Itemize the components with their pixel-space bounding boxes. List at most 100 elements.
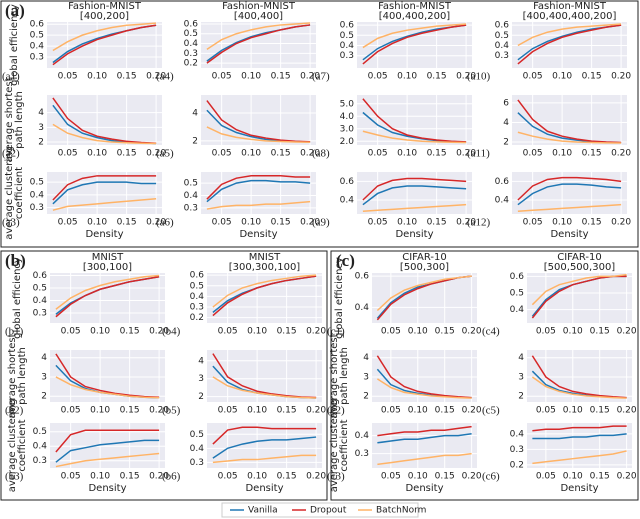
- x-tick-label: 0.05: [61, 406, 81, 416]
- panel-label: (c2): [327, 405, 345, 417]
- x-tick-label: 0.20: [456, 218, 476, 228]
- series-line: [212, 275, 317, 317]
- section-label: (c): [336, 251, 355, 270]
- series-line: [212, 436, 317, 459]
- y-tick-label: 0.4: [190, 292, 205, 302]
- x-tick-label: 0.20: [456, 72, 476, 82]
- x-tick-label: 0.10: [241, 72, 261, 82]
- x-tick-label: 0.05: [218, 327, 238, 337]
- x-tick-label: 0.05: [536, 327, 556, 337]
- y-tick-label: 0.2: [190, 313, 204, 323]
- section-c-frame: [330, 250, 639, 501]
- series-line: [52, 24, 157, 66]
- panel-label: (a12): [467, 217, 491, 229]
- panel-label: (b2): [5, 405, 24, 417]
- section-label: (a): [5, 1, 25, 20]
- y-tick-label: 0.5: [495, 31, 509, 41]
- series-line: [52, 97, 157, 144]
- x-tick-label: 0.10: [90, 472, 110, 482]
- x-axis-label: Density: [85, 229, 123, 240]
- y-axis-label: coefficient: [339, 419, 350, 471]
- chart-subtitle: [500,300]: [400, 262, 449, 273]
- x-tick-label: 0.20: [462, 406, 482, 416]
- series-line: [362, 98, 467, 143]
- series-line: [362, 24, 467, 65]
- panel-label: (a2): [2, 148, 20, 160]
- y-tick-label: 0.4: [355, 431, 370, 441]
- series-line: [362, 130, 467, 144]
- series-line: [52, 123, 157, 145]
- y-tick-label: 3.0: [340, 124, 355, 134]
- panel-label: (b5): [162, 405, 181, 417]
- series-line: [362, 23, 467, 49]
- x-tick-label: 0.10: [552, 218, 572, 228]
- x-tick-label: 0.05: [61, 472, 81, 482]
- x-tick-label: 0.20: [456, 149, 476, 159]
- x-tick-label: 0.10: [247, 327, 267, 337]
- y-axis-label: coefficient: [17, 419, 28, 471]
- legend-label: Dropout: [310, 506, 347, 516]
- x-tick-label: 0.05: [536, 406, 556, 416]
- plot-area: [372, 273, 477, 323]
- y-tick-label: 0.4: [495, 41, 510, 51]
- x-tick-label: 0.10: [87, 149, 107, 159]
- panel-label: (c3): [327, 471, 345, 483]
- x-tick-label: 0.20: [149, 406, 169, 416]
- series-line: [517, 183, 622, 206]
- y-tick-label: 0.4: [30, 190, 45, 200]
- x-tick-label: 0.15: [271, 149, 291, 159]
- chart-title: CIFAR-10: [557, 252, 601, 263]
- y-tick-label: 0.4: [33, 442, 48, 452]
- x-tick-label: 0.15: [427, 72, 447, 82]
- x-tick-label: 0.20: [146, 149, 166, 159]
- series-line: [532, 450, 627, 465]
- panel-label: (a11): [467, 148, 490, 160]
- y-tick-label: 0.5: [33, 284, 47, 294]
- y-tick-label: 0.3: [190, 458, 204, 468]
- y-axis-label: path length: [17, 347, 28, 405]
- plot-area: [372, 423, 477, 468]
- x-tick-label: 0.10: [247, 406, 267, 416]
- y-tick-label: 0.2: [184, 59, 198, 69]
- y-tick-label: 0.6: [190, 271, 205, 281]
- series-line: [206, 100, 311, 143]
- series-line: [517, 176, 622, 201]
- y-tick-label: 0.3: [190, 303, 204, 313]
- y-tick-label: 2: [41, 392, 47, 402]
- x-tick-label: 0.15: [120, 406, 140, 416]
- series-line: [206, 174, 311, 200]
- y-tick-label: 0.6: [510, 272, 525, 282]
- series-line: [531, 376, 627, 399]
- y-tick-label: 0.5: [30, 178, 44, 188]
- legend-label: Vanilla: [248, 506, 278, 516]
- y-tick-label: 2: [192, 136, 198, 146]
- x-tick-label: 0.15: [117, 149, 137, 159]
- x-tick-label: 0.15: [117, 72, 137, 82]
- plot-area: [527, 273, 632, 323]
- series-line: [517, 203, 622, 212]
- y-tick-label: 4: [41, 353, 47, 363]
- y-tick-label: 0.6: [495, 21, 510, 31]
- series-line: [55, 452, 160, 468]
- plot-area: [47, 95, 162, 145]
- x-tick-label: 0.20: [146, 72, 166, 82]
- panel-label: (c1): [327, 326, 345, 338]
- y-tick-label: 0.6: [355, 272, 370, 282]
- y-tick-label: 4: [38, 108, 44, 118]
- y-tick-label: 0.4: [33, 296, 48, 306]
- chart-subtitle: [400,400,400,200]: [523, 11, 617, 22]
- y-axis-label: path length: [339, 347, 350, 405]
- x-tick-label: 0.10: [408, 472, 428, 482]
- panel-label: (a5): [156, 148, 174, 160]
- x-tick-label: 0.05: [523, 149, 543, 159]
- x-tick-label: 0.15: [120, 472, 140, 482]
- panel-label: (a7): [312, 71, 330, 83]
- x-tick-label: 0.15: [117, 218, 137, 228]
- x-tick-label: 0.15: [277, 327, 297, 337]
- y-tick-label: 0.3: [355, 449, 369, 459]
- x-tick-label: 0.20: [300, 72, 320, 82]
- y-tick-label: 2.0: [340, 137, 355, 147]
- y-tick-label: 0.6: [184, 19, 199, 29]
- series-line: [52, 175, 157, 201]
